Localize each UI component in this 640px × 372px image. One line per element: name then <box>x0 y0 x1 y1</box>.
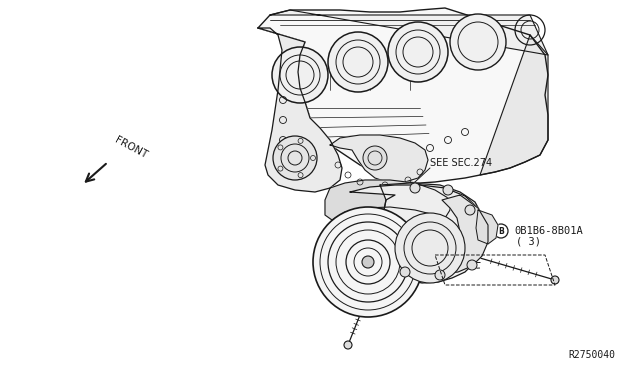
Polygon shape <box>258 8 548 183</box>
Circle shape <box>400 267 410 277</box>
Circle shape <box>395 213 465 283</box>
Text: ( 3): ( 3) <box>516 236 541 246</box>
Circle shape <box>410 183 420 193</box>
Circle shape <box>344 341 352 349</box>
Circle shape <box>465 205 475 215</box>
Circle shape <box>467 260 477 270</box>
Polygon shape <box>350 185 486 276</box>
Polygon shape <box>258 28 342 192</box>
Text: FRONT: FRONT <box>113 135 149 160</box>
Circle shape <box>363 146 387 170</box>
Circle shape <box>328 32 388 92</box>
Polygon shape <box>270 10 548 55</box>
Polygon shape <box>325 180 450 220</box>
Text: R2750040: R2750040 <box>568 350 615 360</box>
Circle shape <box>435 270 445 280</box>
Circle shape <box>551 276 559 284</box>
Polygon shape <box>442 195 488 274</box>
Text: B: B <box>498 227 504 235</box>
Circle shape <box>272 47 328 103</box>
Polygon shape <box>480 35 548 175</box>
Text: SEE SEC.274: SEE SEC.274 <box>430 158 492 168</box>
Polygon shape <box>476 210 498 244</box>
Circle shape <box>443 185 453 195</box>
Text: 0B1B6-8B01A: 0B1B6-8B01A <box>514 226 583 236</box>
Circle shape <box>362 256 374 268</box>
Polygon shape <box>330 135 428 183</box>
Polygon shape <box>380 183 485 283</box>
Circle shape <box>273 136 317 180</box>
Circle shape <box>450 14 506 70</box>
Circle shape <box>313 207 423 317</box>
Circle shape <box>388 22 448 82</box>
